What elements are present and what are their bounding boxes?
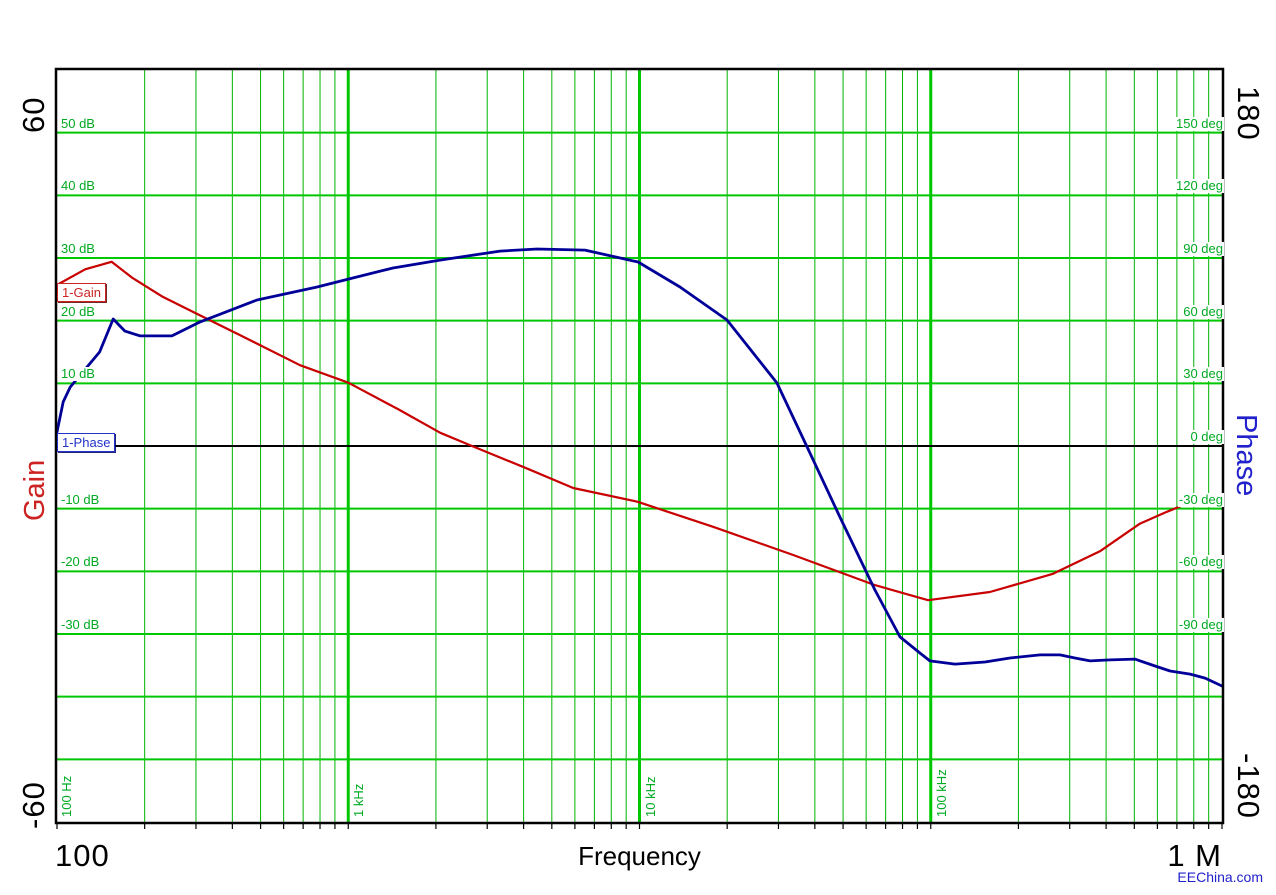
phase-tick-label: -30 deg bbox=[1177, 491, 1224, 507]
gain-tick-label: 20 dB bbox=[60, 303, 96, 319]
gain-tick-label: 40 dB bbox=[60, 178, 96, 194]
1-gain-curve bbox=[57, 260, 1222, 602]
phase-tick-label: 120 deg bbox=[1175, 178, 1224, 194]
phase-tick-label: 0 deg bbox=[1189, 429, 1224, 444]
phase-tick-label: 150 deg bbox=[1175, 115, 1224, 131]
legend-gain-tag: 1-Gain bbox=[57, 283, 107, 302]
x-axis-title: Frequency bbox=[578, 841, 701, 871]
phase-axis-min-label: -180 bbox=[1231, 753, 1266, 820]
gain-tick-label: -30 dB bbox=[60, 617, 101, 632]
gain-tick-label: 30 dB bbox=[60, 241, 96, 256]
gain-tick-label: -10 dB bbox=[60, 491, 101, 507]
gain-axis-min-label: -60 bbox=[16, 781, 51, 829]
gain-tick-label: 50 dB bbox=[60, 115, 96, 131]
gain-tick-label: -20 dB bbox=[60, 554, 101, 570]
phase-axis-max-label: 180 bbox=[1231, 86, 1266, 141]
1-phase-curve bbox=[57, 247, 1222, 688]
phase-tick-label: -90 deg bbox=[1177, 617, 1224, 632]
freq-tick-label: 100 Hz bbox=[59, 775, 74, 817]
freq-tick-label: 100 kHz bbox=[933, 769, 949, 817]
watermark: EEChina.com bbox=[1177, 869, 1263, 885]
legend-phase-tag: 1-Phase bbox=[57, 433, 116, 452]
phase-tick-label: 90 deg bbox=[1182, 241, 1224, 256]
x-axis-start-label: 100 bbox=[55, 838, 110, 873]
phase-tick-label: 60 deg bbox=[1182, 303, 1224, 319]
phase-axis-title: Phase bbox=[1230, 414, 1262, 497]
plot-frame bbox=[54, 67, 1225, 825]
gain-tick-label: 10 dB bbox=[60, 366, 96, 382]
gain-axis-title: Gain bbox=[19, 459, 51, 521]
gain-axis-max-label: 60 bbox=[16, 96, 51, 133]
phase-tick-label: 30 deg bbox=[1182, 366, 1224, 382]
freq-tick-label: 1 kHz bbox=[351, 783, 367, 817]
freq-tick-label: 10 kHz bbox=[642, 776, 658, 817]
phase-tick-label: -60 deg bbox=[1177, 554, 1224, 570]
x-axis-end-label: 1 M bbox=[1167, 838, 1222, 873]
